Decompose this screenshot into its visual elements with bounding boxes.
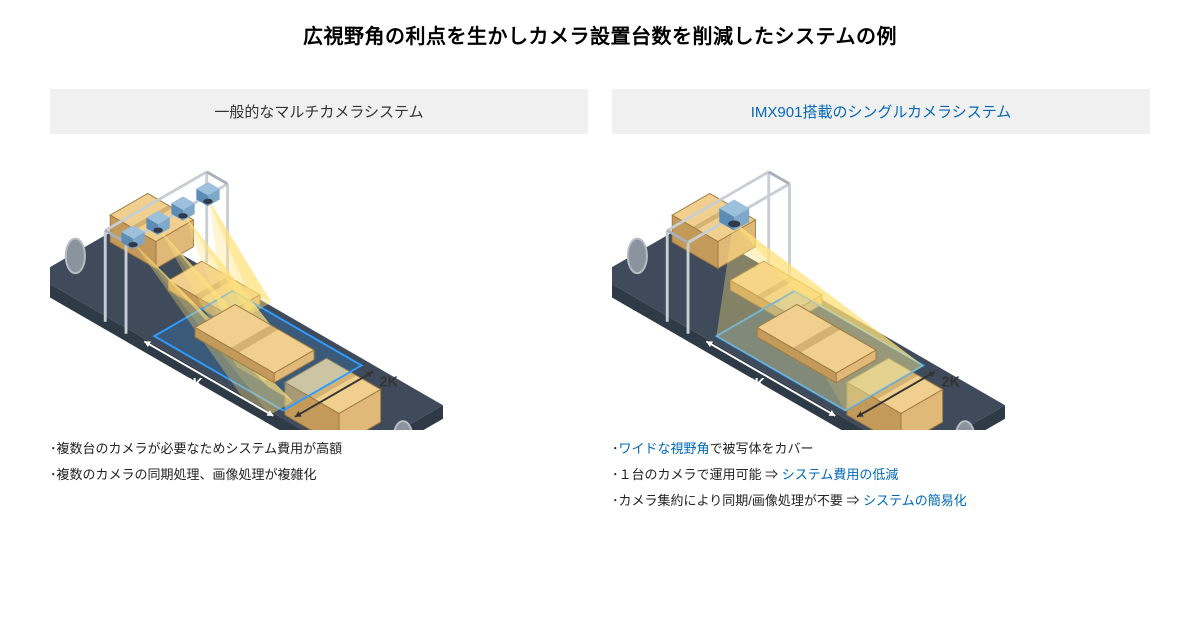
- svg-text:2K: 2K: [379, 375, 398, 391]
- page-root: 広視野角の利点を生かしカメラ設置台数を削減したシステムの例 一般的なマルチカメラ…: [0, 0, 1200, 514]
- bullet: ･ワイドな視野角で被写体をカバー: [612, 436, 1150, 462]
- page-title: 広視野角の利点を生かしカメラ設置台数を削減したシステムの例: [50, 20, 1150, 49]
- svg-text:2K: 2K: [941, 375, 960, 391]
- bullet: ･複数台のカメラが必要なためシステム費用が高額: [50, 436, 588, 462]
- header-right: IMX901搭載のシングルカメラシステム: [612, 89, 1150, 134]
- diagram-right: 8K 2K: [612, 150, 1150, 430]
- header-left: 一般的なマルチカメラシステム: [50, 89, 588, 134]
- svg-text:8K: 8K: [185, 376, 204, 392]
- bullet: ･複数のカメラの同期処理、画像処理が複雑化: [50, 462, 588, 488]
- bullets-right: ･ワイドな視野角で被写体をカバー･１台のカメラで運用可能 ⇒ システム費用の低減…: [612, 430, 1150, 514]
- bullets-left: ･複数台のカメラが必要なためシステム費用が高額･複数のカメラの同期処理、画像処理…: [50, 430, 588, 488]
- col-left: 一般的なマルチカメラシステム 8K 2K ･複数台のカメラが必要なためシステム費用…: [50, 89, 588, 514]
- col-right: IMX901搭載のシングルカメラシステム 8K 2K ･ワイドな視野角で被写体をカ…: [612, 89, 1150, 514]
- svg-text:8K: 8K: [747, 376, 766, 392]
- highlight-text: システムの簡易化: [863, 493, 967, 508]
- bullet: ･カメラ集約により同期/画像処理が不要 ⇒ システムの簡易化: [612, 488, 1150, 514]
- bullet: ･１台のカメラで運用可能 ⇒ システム費用の低減: [612, 462, 1150, 488]
- diagram-left: 8K 2K: [50, 150, 588, 430]
- columns: 一般的なマルチカメラシステム 8K 2K ･複数台のカメラが必要なためシステム費用…: [50, 89, 1150, 514]
- highlight-text: システム費用の低減: [782, 467, 899, 482]
- highlight-text: ワイドな視野角: [619, 441, 710, 456]
